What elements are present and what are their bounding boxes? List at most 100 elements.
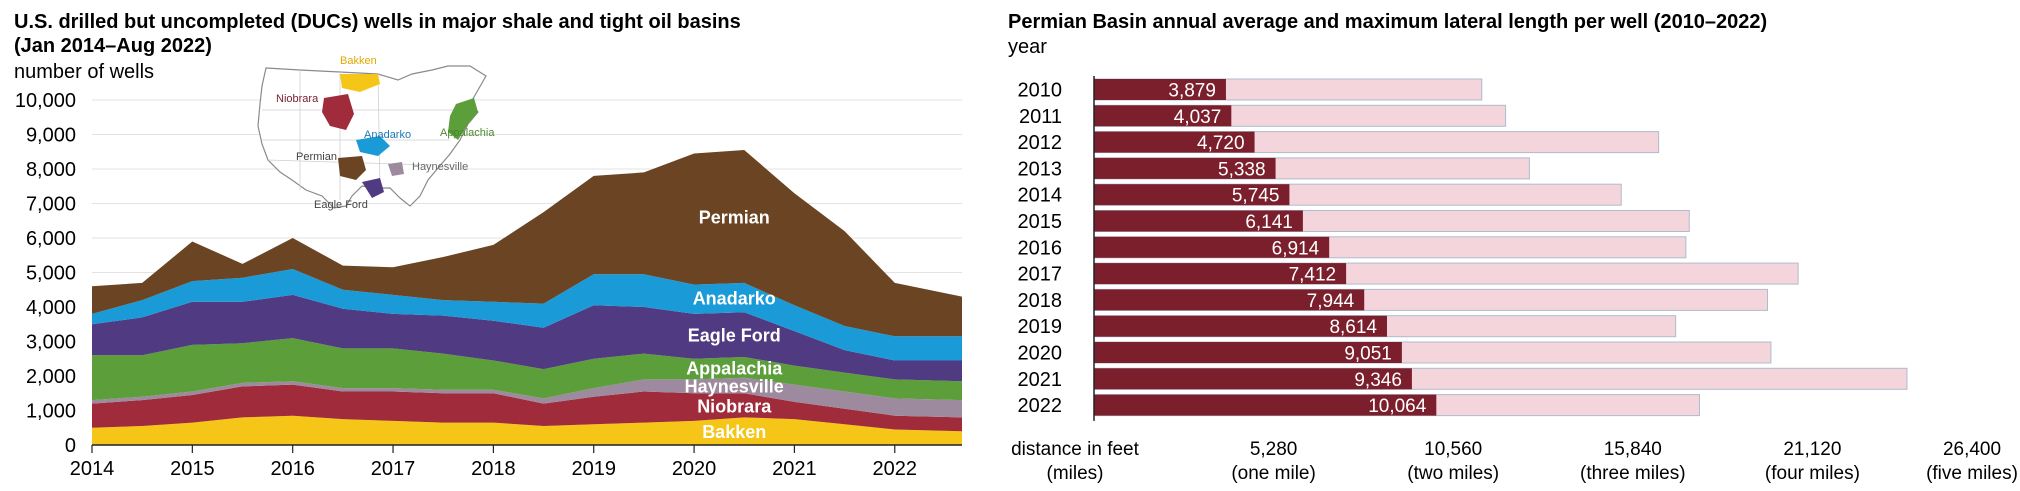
avg-length-bar — [1094, 368, 1412, 390]
avg-length-bar — [1094, 157, 1276, 179]
year-label: 2020 — [1018, 343, 1063, 365]
x-tick-label: 2019 — [571, 458, 616, 480]
map-label: Haynesville — [412, 161, 468, 173]
y-tick-label: 9,000 — [26, 125, 76, 147]
x-tick-sublabel: (four miles) — [1765, 463, 1860, 484]
y-tick-label: 1,000 — [26, 401, 76, 423]
year-label: 2010 — [1018, 80, 1063, 102]
series-label: Anadarko — [693, 289, 776, 309]
appalachia-basin — [448, 98, 478, 140]
area-eagle-ford — [92, 294, 962, 382]
y-tick-label: 8,000 — [26, 159, 76, 181]
eagle-ford-basin — [362, 178, 384, 198]
x-tick-label: 2020 — [672, 458, 717, 480]
x-tick-label: 2014 — [70, 458, 115, 480]
left-chart-title-line2: (Jan 2014–Aug 2022) — [14, 35, 212, 57]
avg-length-bar — [1094, 342, 1402, 363]
x-tick-label: 2018 — [471, 458, 516, 480]
y-tick-label: 4,000 — [26, 297, 76, 319]
right-chart-panel: Permian Basin annual average and maximum… — [1000, 0, 2020, 491]
avg-length-bar — [1094, 210, 1303, 232]
map-label: Appalachia — [440, 127, 495, 139]
series-label: Appalachia — [686, 358, 783, 378]
avg-value-label: 4,720 — [1197, 133, 1245, 154]
x-tick-label: 5,280 — [1250, 439, 1298, 460]
x-axis-title: (miles) — [1047, 463, 1104, 484]
avg-value-label: 5,745 — [1232, 186, 1280, 207]
right-chart-ylabel: year — [1008, 36, 1047, 58]
left-chart-title-line1: U.S. drilled but uncompleted (DUCs) well… — [14, 11, 741, 33]
avg-length-bar — [1094, 184, 1290, 206]
avg-value-label: 10,064 — [1368, 396, 1427, 417]
haynesville-basin — [388, 162, 404, 176]
year-label: 2016 — [1018, 237, 1063, 259]
avg-value-label: 6,914 — [1272, 238, 1320, 259]
map-label: Permian — [296, 151, 337, 163]
x-tick-sublabel: (two miles) — [1407, 463, 1499, 484]
bar-chart: 2010 3,879 2011 4,037 2012 4,720 2013 5,338 2014… — [1011, 76, 2018, 484]
year-label: 2012 — [1018, 132, 1063, 154]
year-label: 2015 — [1018, 211, 1063, 233]
x-tick-sublabel: (one mile) — [1231, 463, 1315, 484]
x-tick-label: 15,840 — [1604, 439, 1662, 460]
avg-value-label: 5,338 — [1218, 159, 1266, 180]
permian-basin — [338, 156, 366, 180]
avg-length-bar — [1094, 394, 1437, 416]
series-label: Bakken — [702, 422, 766, 442]
avg-length-bar — [1094, 131, 1255, 153]
year-label: 2011 — [1019, 106, 1062, 128]
x-tick-label: 10,560 — [1424, 439, 1482, 460]
avg-length-bar — [1094, 236, 1330, 258]
left-chart-ylabel: number of wells — [14, 61, 155, 83]
area-niobrara — [92, 384, 962, 432]
us-outline — [257, 65, 487, 209]
year-label: 2019 — [1018, 316, 1063, 338]
avg-length-bar — [1094, 289, 1365, 311]
avg-value-label: 9,051 — [1344, 344, 1392, 365]
x-tick-sublabel: (five miles) — [1926, 463, 2018, 484]
year-label: 2014 — [1018, 185, 1063, 207]
x-tick-label: 2017 — [371, 458, 416, 480]
avg-value-label: 6,141 — [1245, 212, 1293, 233]
x-tick-label: 2022 — [873, 458, 918, 480]
x-tick-label: 2021 — [772, 458, 817, 480]
area-chart: 0 1,000 2,000 3,000 4,000 5,000 6,000 7,000 8,00… — [15, 55, 962, 480]
year-label: 2017 — [1018, 264, 1063, 286]
series-label: Haynesville — [685, 376, 784, 396]
avg-length-bar — [1094, 105, 1232, 127]
state-line — [377, 73, 381, 191]
y-tick-label: 0 — [65, 435, 76, 457]
x-tick-label: 2015 — [170, 458, 215, 480]
year-label: 2021 — [1018, 369, 1063, 391]
us-basins-map: Bakken Niobrara Anadarko Appalachia Permian H… — [257, 55, 495, 211]
year-label: 2013 — [1018, 158, 1063, 180]
y-tick-label: 5,000 — [26, 263, 76, 285]
niobrara-basin — [322, 94, 354, 130]
y-tick-label: 7,000 — [26, 194, 76, 216]
y-tick-label: 10,000 — [15, 90, 76, 112]
avg-value-label: 7,412 — [1289, 265, 1337, 286]
x-tick-sublabel: (three miles) — [1580, 463, 1686, 484]
bakken-basin — [340, 74, 380, 92]
x-tick-label: 26,400 — [1943, 439, 2001, 460]
series-label: Eagle Ford — [688, 326, 781, 346]
avg-value-label: 9,346 — [1354, 370, 1402, 391]
map-label: Niobrara — [276, 93, 319, 105]
area-permian — [92, 150, 962, 337]
avg-value-label: 8,614 — [1329, 317, 1377, 338]
avg-length-bar — [1094, 315, 1388, 337]
avg-value-label: 3,879 — [1168, 81, 1216, 102]
area-anadarko — [92, 269, 962, 361]
series-label: Niobrara — [697, 396, 772, 416]
map-label: Eagle Ford — [314, 199, 368, 211]
right-chart-title: Permian Basin annual average and maximum… — [1008, 11, 1768, 33]
avg-length-bar — [1094, 79, 1226, 100]
map-label: Anadarko — [364, 129, 411, 141]
y-tick-label: 2,000 — [26, 366, 76, 388]
area-bakken — [92, 415, 962, 445]
x-axis-title: distance in feet — [1011, 439, 1140, 460]
area-haynesville — [92, 377, 962, 418]
x-tick-label: 21,120 — [1783, 439, 1841, 460]
year-label: 2022 — [1018, 395, 1063, 417]
avg-length-bar — [1094, 263, 1347, 285]
